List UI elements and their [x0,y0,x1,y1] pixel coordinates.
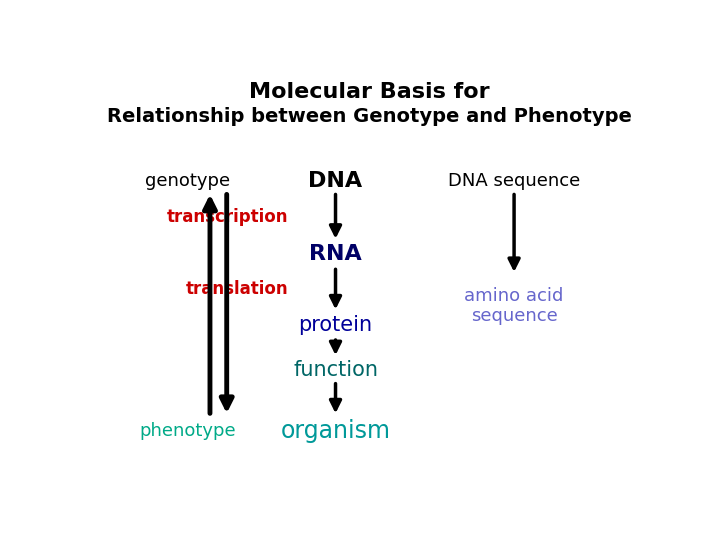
Text: genotype: genotype [145,172,230,190]
Text: phenotype: phenotype [140,422,236,440]
Text: Molecular Basis for: Molecular Basis for [248,82,490,102]
Text: protein: protein [299,315,372,335]
Text: transcription: transcription [166,207,288,226]
Text: Relationship between Genotype and Phenotype: Relationship between Genotype and Phenot… [107,107,631,126]
Text: RNA: RNA [309,244,362,264]
Text: translation: translation [186,280,288,298]
Text: DNA: DNA [308,171,363,191]
Text: organism: organism [281,418,390,443]
Text: amino acid
sequence: amino acid sequence [464,287,564,326]
Text: function: function [293,360,378,380]
Text: DNA sequence: DNA sequence [448,172,580,190]
